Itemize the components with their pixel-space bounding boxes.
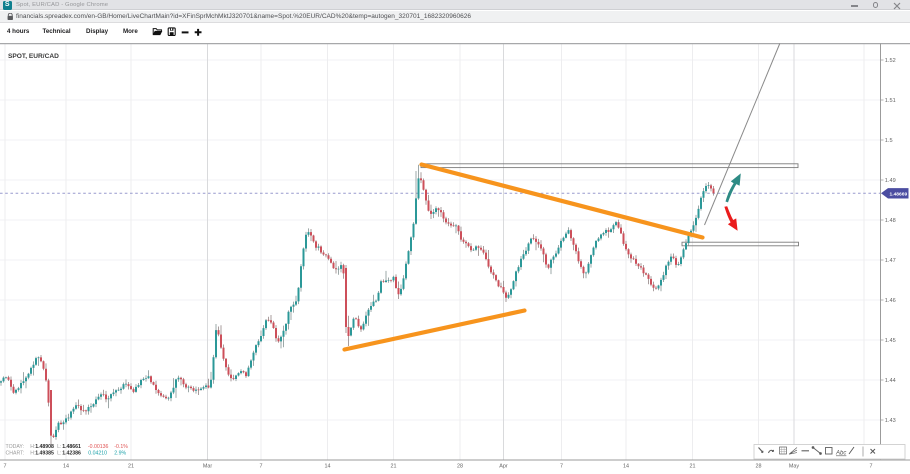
svg-text:7: 7: [260, 463, 263, 469]
svg-text:1.51: 1.51: [885, 98, 896, 104]
svg-text:1.44: 1.44: [885, 378, 896, 384]
svg-text:SPOT, EUR/CAD: SPOT, EUR/CAD: [8, 53, 59, 60]
svg-text:H:: H:: [30, 450, 35, 456]
svg-text:14: 14: [623, 463, 629, 469]
svg-text:1.46: 1.46: [885, 298, 896, 304]
svg-text:14: 14: [63, 463, 69, 469]
svg-text:1.48661: 1.48661: [62, 444, 81, 450]
svg-text:0.04210: 0.04210: [88, 450, 107, 456]
svg-text:H:: H:: [30, 444, 35, 450]
svg-text:21: 21: [391, 463, 397, 469]
svg-text:2.9%: 2.9%: [114, 450, 126, 456]
svg-text:14: 14: [325, 463, 331, 469]
svg-text:CHART:: CHART:: [6, 450, 25, 456]
svg-text:1.5: 1.5: [885, 138, 893, 144]
svg-text:1.52: 1.52: [885, 58, 896, 64]
svg-text:May: May: [789, 463, 799, 469]
svg-text:-0.00136: -0.00136: [88, 444, 109, 450]
svg-text:1.42386: 1.42386: [62, 450, 81, 456]
svg-text:TODAY:: TODAY:: [6, 444, 25, 450]
svg-text:1.48669: 1.48669: [890, 191, 908, 197]
svg-text:21: 21: [690, 463, 696, 469]
svg-text:1.48908: 1.48908: [35, 444, 54, 450]
svg-text:1.49: 1.49: [885, 178, 896, 184]
svg-text:7: 7: [4, 463, 7, 469]
svg-text:1.43: 1.43: [885, 418, 896, 424]
svg-text:-0.1%: -0.1%: [114, 444, 128, 450]
svg-text:1.47: 1.47: [885, 258, 896, 264]
svg-text:1.45: 1.45: [885, 338, 896, 344]
svg-text:L:: L:: [57, 444, 61, 450]
svg-text:7: 7: [870, 463, 873, 469]
svg-text:7: 7: [560, 463, 563, 469]
svg-text:28: 28: [756, 463, 762, 469]
svg-text:Abc: Abc: [835, 451, 846, 457]
svg-text:Mar: Mar: [203, 463, 212, 469]
svg-text:21: 21: [128, 463, 134, 469]
svg-text:Apr: Apr: [499, 463, 508, 469]
svg-text:1.48: 1.48: [885, 218, 896, 224]
svg-text:1.49385: 1.49385: [35, 450, 54, 456]
svg-text:L:: L:: [57, 450, 61, 456]
svg-text:28: 28: [457, 463, 463, 469]
